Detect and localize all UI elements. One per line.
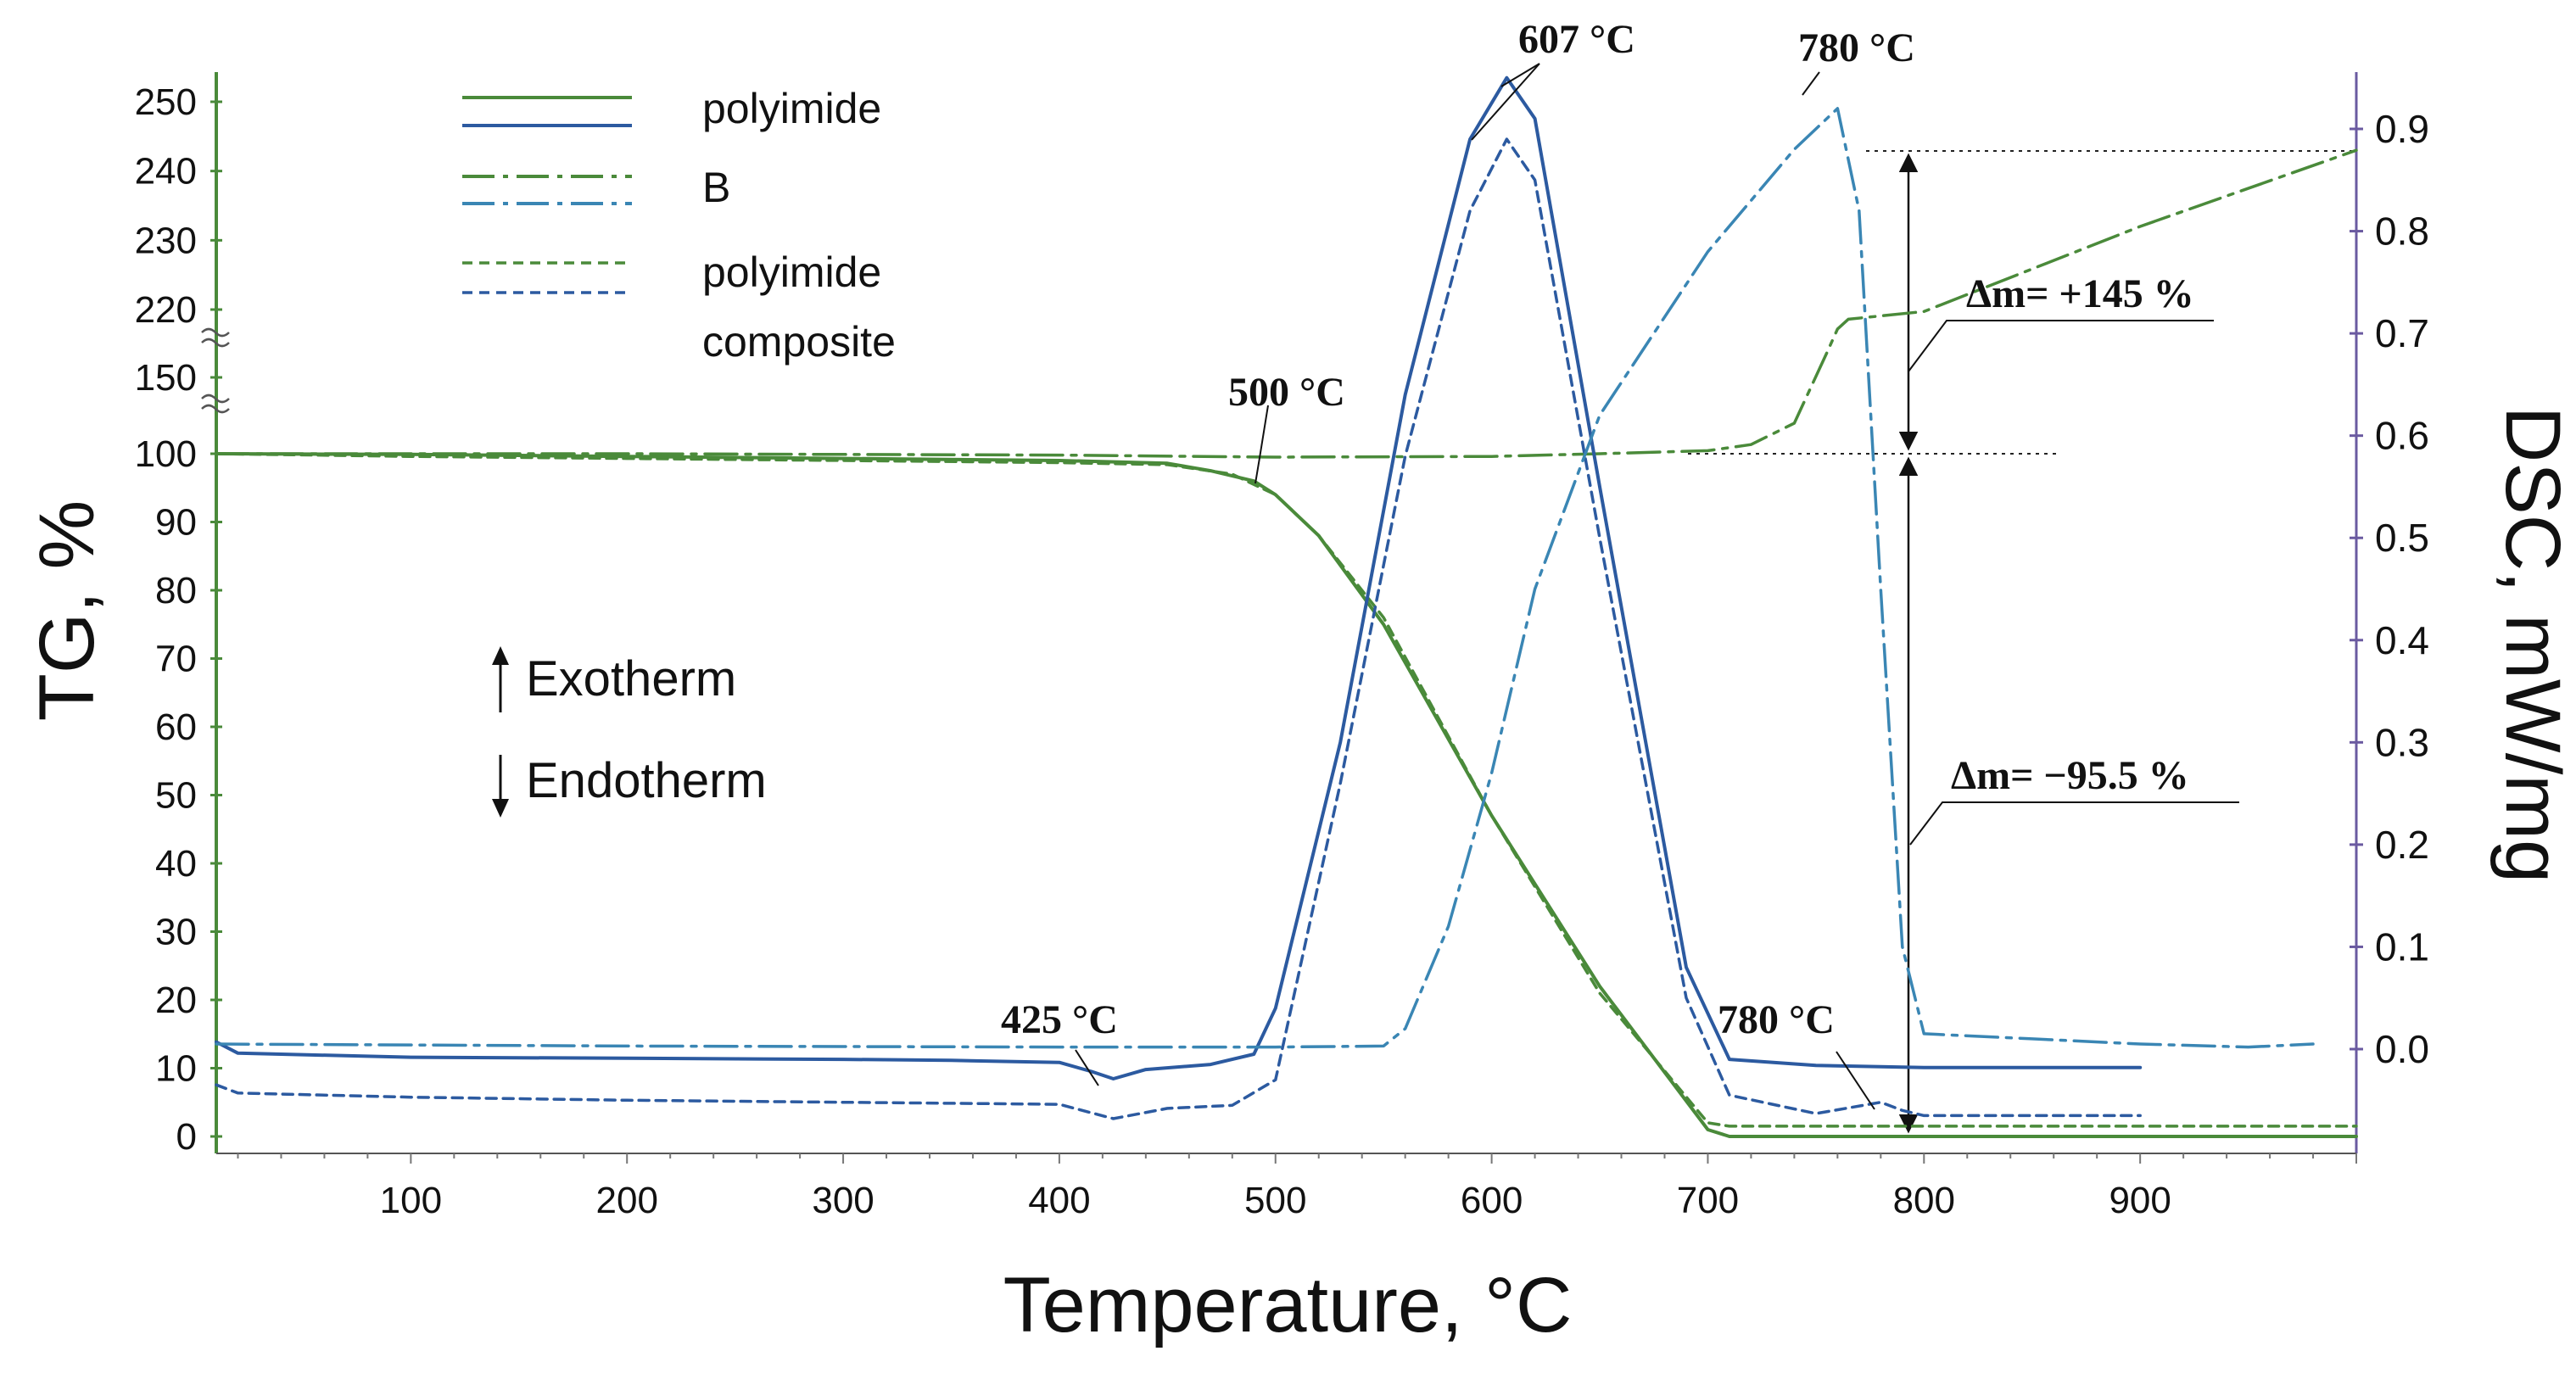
tg-series-b (215, 148, 2358, 459)
dsc-tick-label: 0.5 (2375, 516, 2429, 560)
tg-tick-label: 250 (135, 81, 197, 123)
arrow-up-icon (492, 646, 509, 665)
tg-tick-label: 100 (135, 433, 197, 475)
annotation-425: 425 °C (1001, 997, 1118, 1042)
legend-label-composite: composite (702, 318, 896, 366)
series-layer (215, 75, 2358, 1138)
annotations: 607 °C 780 °C 500 °C 425 °C 780 °C Δm= +… (1001, 17, 2194, 1042)
annotation-500: 500 °C (1228, 370, 1345, 415)
tg-tick-label: 0 (176, 1116, 197, 1158)
x-tick-label: 500 (1244, 1180, 1306, 1221)
dsc-axis-title: DSC, mW/mg (2489, 406, 2576, 883)
annotation-leaders (1075, 63, 2239, 1110)
dsc-tick-label: 0.1 (2375, 924, 2429, 969)
tg-tick-label: 30 (155, 912, 197, 953)
x-tick-labels: 100 200 300 400 500 600 700 800 900 (380, 1180, 2171, 1221)
x-tick-label: 400 (1028, 1180, 1090, 1221)
tg-series-polyimide-composite (215, 452, 2358, 1128)
dsc-tick-label: 0.4 (2375, 618, 2429, 662)
tg-tick-label: 90 (155, 502, 197, 544)
dsc-tick-label: 0.6 (2375, 414, 2429, 458)
tg-tick-label: 240 (135, 151, 197, 193)
tg-tick-label: 150 (135, 357, 197, 399)
dsc-tick-label: 0.9 (2375, 107, 2429, 151)
reference-lines (1688, 150, 2356, 455)
annotation-607: 607 °C (1518, 17, 1635, 62)
x-tick-label: 800 (1893, 1180, 1955, 1221)
x-tick-label: 900 (2109, 1180, 2171, 1221)
x-axis-title: Temperature, °C (1003, 1262, 1573, 1348)
x-tick-label: 100 (380, 1180, 442, 1221)
annotation-780-top: 780 °C (1798, 25, 1915, 70)
dsc-tick-label: 0.3 (2375, 720, 2429, 764)
tg-tick-label: 70 (155, 639, 197, 680)
tg-tick-label: 220 (135, 289, 197, 331)
arrow-down-icon (492, 799, 509, 818)
exotherm-label: Exotherm (526, 651, 736, 706)
legend-label-b: B (702, 164, 730, 211)
legend-label-polyimide-composite: polyimide (702, 248, 881, 296)
dsc-tick-labels: 0.0 0.1 0.2 0.3 0.4 0.5 0.6 0.7 0.8 0.9 (2350, 107, 2429, 1071)
x-minor-ticks (237, 1153, 2357, 1164)
dsc-series-polyimide (215, 75, 2143, 1080)
tg-tick-label: 10 (155, 1048, 197, 1090)
tg-axis-break-marks (201, 327, 230, 414)
exo-endo-key: Exotherm Endotherm (492, 646, 767, 818)
tg-tick-label: 60 (155, 706, 197, 748)
tg-tick-label: 50 (155, 775, 197, 817)
tg-axis-title: TG, % (24, 500, 110, 722)
x-tick-label: 700 (1677, 1180, 1739, 1221)
annotation-mass-gain: Δm= +145 % (1966, 271, 2194, 316)
legend-label-polyimide: polyimide (702, 85, 881, 132)
tg-tick-label: 20 (155, 980, 197, 1021)
x-tick-label: 200 (596, 1180, 658, 1221)
dsc-tick-label: 0.7 (2375, 311, 2429, 355)
tg-tick-label: 80 (155, 570, 197, 611)
tg-tick-labels: 0 10 20 30 40 50 60 70 80 90 100 150 220 230 240 250 (135, 81, 222, 1158)
dsc-tick-label: 0.0 (2375, 1027, 2429, 1071)
x-tick-label: 300 (812, 1180, 874, 1221)
annotation-780-bottom: 780 °C (1718, 997, 1835, 1042)
x-tick-label: 600 (1461, 1180, 1523, 1221)
tg-tick-label: 230 (135, 220, 197, 261)
annotation-mass-loss: Δm= −95.5 % (1951, 753, 2189, 798)
endotherm-label: Endotherm (526, 753, 767, 808)
dsc-tick-label: 0.2 (2375, 823, 2429, 867)
tg-tick-label: 40 (155, 843, 197, 885)
dsc-series-polyimide-composite (215, 137, 2142, 1120)
dsc-tick-label: 0.8 (2375, 209, 2429, 254)
dsc-series-b (215, 107, 2315, 1049)
legend: polyimide B polyimide composite (462, 85, 896, 366)
